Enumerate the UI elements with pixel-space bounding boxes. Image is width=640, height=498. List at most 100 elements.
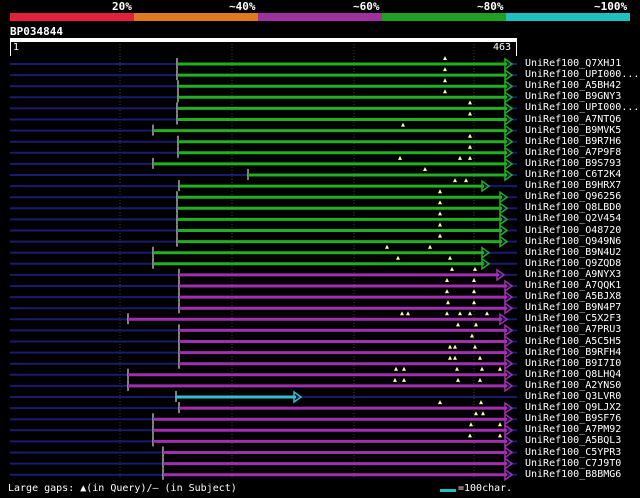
query-gap-marker [443, 89, 447, 94]
query-gap-marker [448, 344, 452, 349]
query-gap-marker [479, 400, 483, 405]
hit-label[interactable]: UniRef100_Q9ZQD8 [525, 257, 622, 269]
hit-label[interactable]: UniRef100_O48720 [525, 224, 622, 236]
query-gap-marker [456, 322, 460, 327]
legend-label-60: ~60% [353, 0, 380, 13]
identity-legend-bar [10, 13, 630, 21]
query-gap-marker [473, 344, 477, 349]
hit-end-arrow [504, 379, 514, 393]
hit-end-arrow [504, 290, 514, 304]
hit-label[interactable]: UniRef100_Q7XHJ1 [525, 58, 622, 69]
query-gap-marker [458, 311, 462, 316]
scale-key-text: =100char. [458, 483, 513, 494]
hit-end-arrow [504, 457, 514, 471]
hit-label[interactable]: UniRef100_B9S793 [525, 157, 622, 169]
query-gap-marker [468, 111, 472, 116]
hit-end-arrow [496, 268, 506, 282]
hit-label[interactable]: UniRef100_A5C5H5 [525, 335, 622, 347]
hit-label[interactable]: UniRef100_Q96256 [525, 191, 622, 203]
query-gap-marker [428, 244, 432, 249]
hit-label[interactable]: UniRef100_B9R7H6 [525, 135, 622, 147]
legend-label-20: 20% [112, 0, 132, 13]
query-gap-marker [468, 311, 472, 316]
query-gap-marker [448, 255, 452, 260]
hit-label[interactable]: UniRef100_A5BH42 [525, 80, 622, 92]
hit-label[interactable]: UniRef100_A7QQK1 [525, 280, 622, 291]
hit-label[interactable]: UniRef100_Q949N6 [525, 235, 622, 247]
hit-end-arrow [504, 79, 514, 93]
ruler-start-label: 1 [13, 42, 20, 53]
hit-label[interactable]: UniRef100_Q9LJX2 [525, 402, 622, 414]
query-gap-marker [473, 266, 477, 271]
query-gap-marker [453, 178, 457, 183]
hit-end-arrow [504, 446, 514, 459]
hit-label[interactable]: UniRef100_A5BJX8 [525, 291, 622, 303]
hit-label[interactable]: UniRef100_B9I7I0 [525, 357, 622, 369]
hit-label[interactable]: UniRef100_UPI000... [525, 69, 640, 81]
legend-label-100: ~100% [594, 0, 628, 13]
hit-end-arrow [504, 135, 514, 149]
hit-label[interactable]: UniRef100_B9SF76 [525, 413, 622, 425]
hit-label[interactable]: UniRef100_Q8LBD0 [525, 202, 622, 214]
hit-end-arrow [504, 423, 514, 437]
query-gap-marker [400, 311, 404, 316]
hit-label[interactable]: UniRef100_A7P9F8 [525, 146, 622, 158]
hit-label[interactable]: UniRef100_Q3LVR0 [525, 391, 622, 402]
hit-label[interactable]: UniRef100_A7PM92 [525, 424, 622, 436]
hit-end-arrow [504, 434, 514, 448]
hit-label[interactable]: UniRef100_A2YNS0 [525, 379, 622, 391]
hit-label[interactable]: UniRef100_C5X2F3 [525, 313, 622, 325]
query-gap-marker [445, 311, 449, 316]
query-gap-marker [468, 133, 472, 138]
hit-label[interactable]: UniRef100_C6T2K4 [525, 169, 622, 180]
hit-label[interactable]: UniRef100_A5BQL3 [525, 435, 622, 447]
hit-end-arrow [504, 101, 514, 115]
query-gap-marker [485, 311, 489, 316]
query-gap-marker [443, 78, 447, 83]
hit-end-arrow [504, 301, 514, 315]
hit-end-arrow [504, 468, 514, 482]
query-gap-marker [498, 366, 502, 371]
query-gap-marker [468, 155, 472, 160]
hit-end-arrow [504, 279, 514, 293]
query-gap-marker [468, 100, 472, 105]
query-gap-marker [402, 366, 406, 371]
hit-end-arrow [499, 201, 509, 215]
hit-label[interactable]: UniRef100_B9HRX7 [525, 180, 622, 192]
query-gap-marker [448, 355, 452, 360]
query-gap-marker [443, 67, 447, 72]
hit-label[interactable]: UniRef100_C7J9T0 [525, 457, 622, 469]
query-gap-marker [445, 278, 449, 282]
query-gap-marker [423, 167, 427, 171]
hit-end-arrow [499, 235, 509, 249]
hit-label[interactable]: UniRef100_A7NTQ6 [525, 113, 622, 125]
query-gap-marker [478, 377, 482, 382]
hit-label[interactable]: UniRef100_Q8LHQ4 [525, 368, 622, 380]
hit-label[interactable]: UniRef100_A7PRU3 [525, 324, 622, 336]
hit-label[interactable]: UniRef100_B9N4P7 [525, 302, 622, 314]
query-gap-marker [481, 411, 485, 416]
hit-label[interactable]: UniRef100_B9GNY3 [525, 91, 622, 103]
hit-end-arrow [481, 246, 491, 260]
hit-end-arrow [504, 401, 514, 415]
hit-end-arrow [504, 113, 514, 126]
legend-label-80: ~80% [477, 0, 504, 13]
query-gap-marker [472, 278, 476, 282]
hit-label[interactable]: UniRef100_B9N4U2 [525, 246, 622, 258]
query-gap-marker [472, 300, 476, 305]
hit-label[interactable]: UniRef100_C5YPR3 [525, 446, 622, 458]
hit-end-arrow [504, 335, 514, 348]
hit-end-arrow [504, 57, 514, 71]
hit-end-arrow [481, 257, 491, 271]
hit-label[interactable]: UniRef100_B8BMG6 [525, 468, 622, 480]
query-gap-marker [393, 377, 397, 382]
hit-label[interactable]: UniRef100_UPI000... [525, 102, 640, 114]
query-gap-marker [474, 322, 478, 327]
query-gap-marker [470, 333, 474, 338]
hit-label[interactable]: UniRef100_B9RFH4 [525, 346, 622, 358]
hit-label[interactable]: UniRef100_Q2V454 [525, 213, 622, 225]
hit-label[interactable]: UniRef100_A9NYX3 [525, 268, 622, 280]
hit-label[interactable]: UniRef100_B9MVK5 [525, 124, 622, 136]
query-gap-marker [498, 422, 502, 427]
